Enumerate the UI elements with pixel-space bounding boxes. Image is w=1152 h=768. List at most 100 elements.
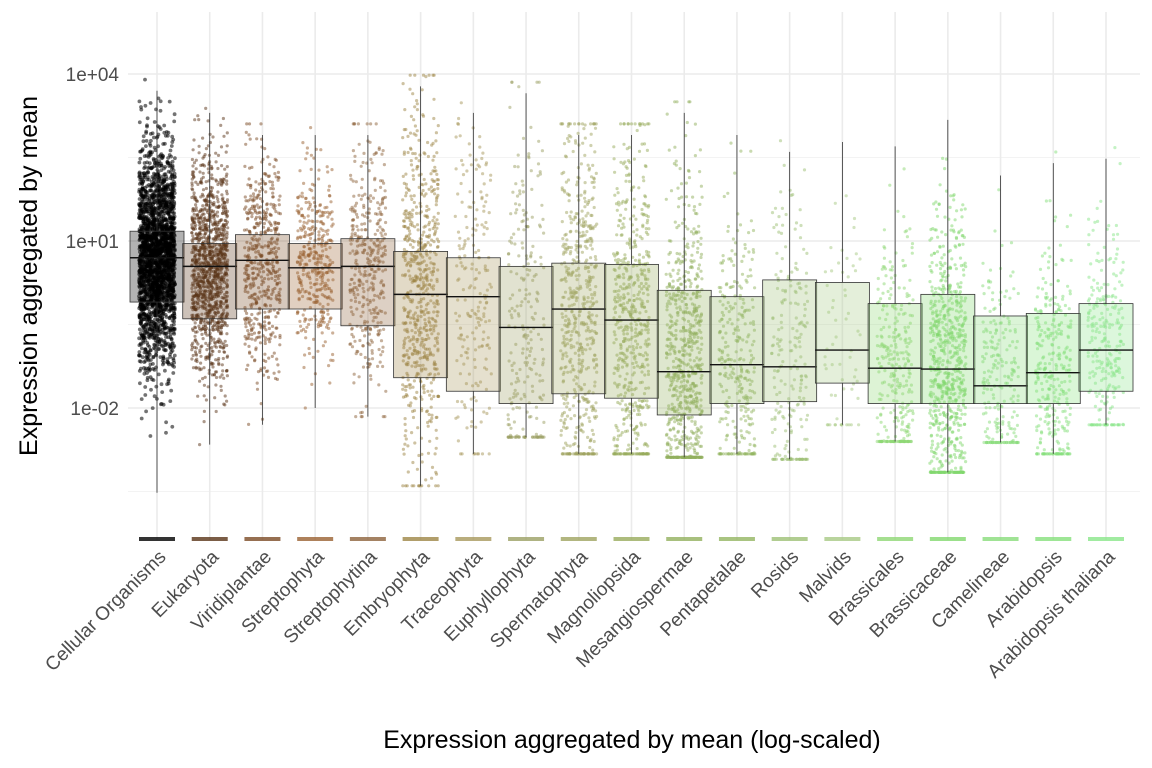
data-point xyxy=(351,179,355,183)
data-point xyxy=(350,332,354,337)
data-point xyxy=(225,343,229,348)
data-point xyxy=(154,384,159,389)
data-point xyxy=(217,323,221,328)
data-point xyxy=(158,127,163,131)
data-point xyxy=(369,157,373,161)
data-point xyxy=(156,96,161,101)
data-point xyxy=(162,347,166,352)
data-point xyxy=(382,163,386,167)
data-point xyxy=(166,227,171,232)
data-point xyxy=(164,420,169,425)
data-point xyxy=(199,345,203,349)
data-point xyxy=(212,209,216,213)
data-point xyxy=(221,356,225,361)
data-point xyxy=(196,217,200,221)
data-point xyxy=(304,329,308,334)
data-point xyxy=(350,235,354,239)
data-point xyxy=(220,197,224,201)
data-point xyxy=(204,231,208,235)
data-point xyxy=(168,148,173,153)
data-point xyxy=(305,146,309,150)
data-point xyxy=(213,222,217,226)
data-point xyxy=(301,141,305,145)
data-point xyxy=(262,221,266,226)
data-point xyxy=(203,216,207,220)
data-point xyxy=(150,194,155,199)
data-point xyxy=(170,173,175,178)
data-point xyxy=(157,184,161,188)
data-point xyxy=(137,327,142,332)
data-point xyxy=(304,200,308,205)
data-point xyxy=(367,332,372,336)
data-point xyxy=(356,122,360,126)
data-point xyxy=(353,233,357,237)
data-point xyxy=(243,195,247,199)
data-point xyxy=(166,335,171,340)
data-point xyxy=(207,371,211,375)
data-point xyxy=(163,331,168,336)
data-point xyxy=(353,339,357,343)
data-point xyxy=(211,325,215,329)
data-point xyxy=(304,157,308,161)
data-point xyxy=(276,311,280,315)
data-point xyxy=(331,331,335,335)
zero-value-band xyxy=(297,537,334,541)
data-point xyxy=(170,165,175,170)
data-point xyxy=(214,383,218,387)
data-point xyxy=(382,181,386,185)
data-point xyxy=(316,349,320,353)
data-point xyxy=(319,310,323,314)
data-point xyxy=(246,363,250,367)
data-point xyxy=(137,174,142,179)
data-point xyxy=(269,223,273,227)
data-point xyxy=(140,346,144,351)
data-point xyxy=(190,195,194,200)
data-point xyxy=(138,250,142,254)
data-point xyxy=(298,219,302,223)
data-point xyxy=(157,340,162,344)
data-point xyxy=(201,188,206,192)
data-point xyxy=(201,171,205,175)
data-point xyxy=(362,205,366,210)
data-point xyxy=(169,336,174,341)
data-point xyxy=(329,358,333,362)
data-point xyxy=(249,194,253,198)
data-point xyxy=(223,322,227,326)
data-point xyxy=(204,341,208,345)
data-point xyxy=(364,328,368,332)
data-point xyxy=(219,123,223,127)
data-point xyxy=(258,205,263,209)
data-point xyxy=(379,179,383,183)
data-point xyxy=(167,315,172,320)
data-point xyxy=(247,208,251,212)
data-point xyxy=(209,167,213,171)
data-point xyxy=(262,366,267,370)
data-point xyxy=(202,420,206,424)
data-point xyxy=(363,192,367,196)
data-point xyxy=(270,354,274,358)
data-point xyxy=(296,195,300,199)
data-point xyxy=(353,209,357,213)
data-point xyxy=(247,177,251,181)
data-point xyxy=(150,210,154,215)
data-point xyxy=(243,342,247,346)
data-point xyxy=(137,350,142,354)
data-point xyxy=(311,220,315,224)
data-point xyxy=(145,116,150,121)
data-point xyxy=(150,406,155,410)
data-point xyxy=(257,210,261,214)
data-point xyxy=(199,163,203,167)
data-point xyxy=(327,320,331,324)
data-point xyxy=(143,189,148,194)
data-point xyxy=(191,234,195,238)
data-point xyxy=(371,196,375,200)
data-point xyxy=(169,144,174,148)
data-point xyxy=(164,430,168,435)
data-point xyxy=(137,170,142,175)
data-point xyxy=(165,382,170,387)
data-point xyxy=(152,321,157,325)
data-point xyxy=(161,193,165,197)
data-point xyxy=(171,203,176,208)
data-point xyxy=(250,355,254,359)
data-point xyxy=(143,77,147,82)
